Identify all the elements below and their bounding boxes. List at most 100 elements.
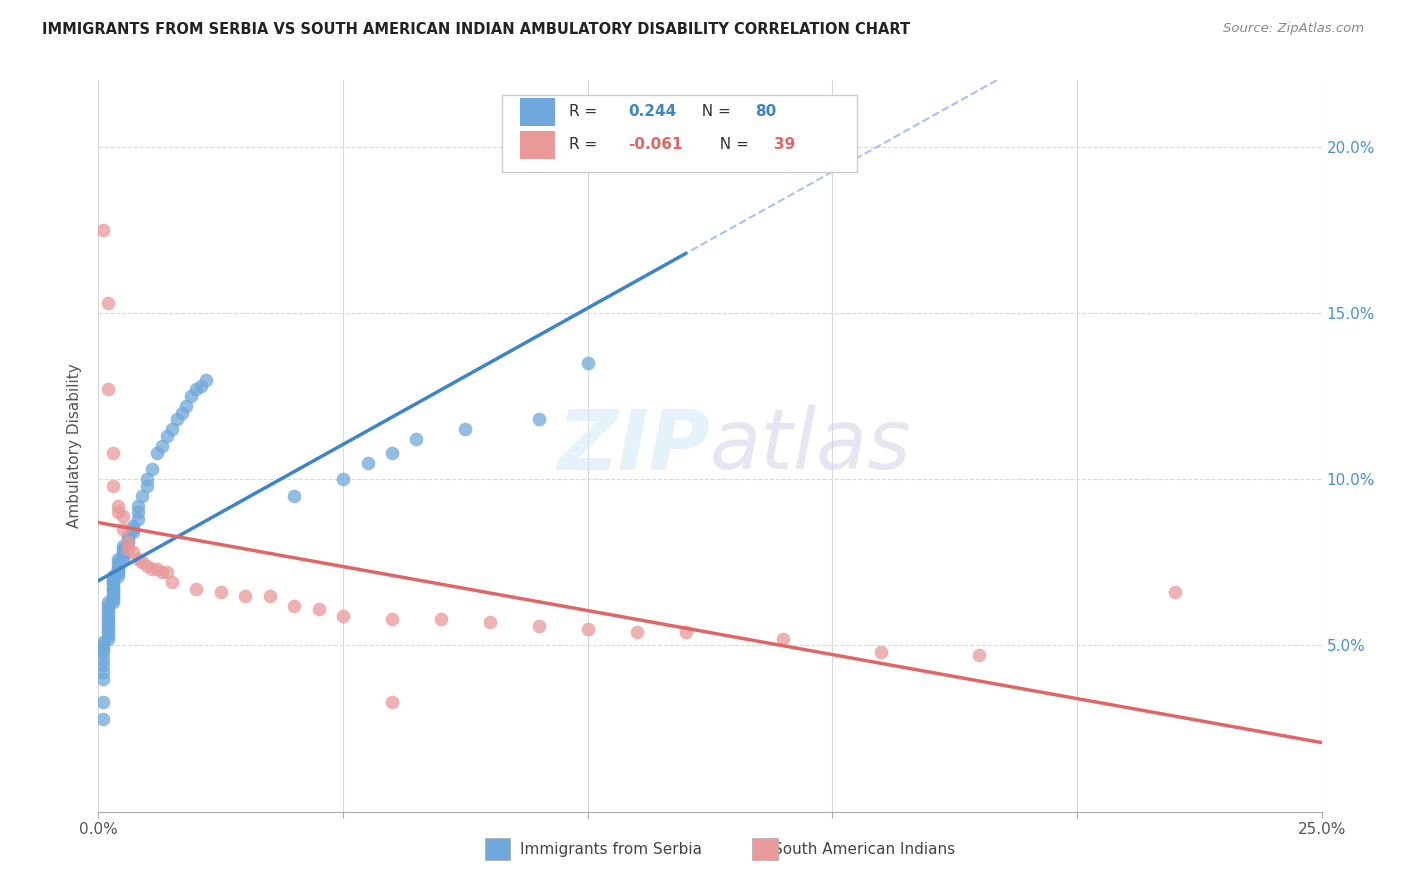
- Point: [97, 602, 120, 616]
- Point: [381, 445, 404, 459]
- Point: [166, 412, 188, 426]
- Point: [772, 632, 794, 646]
- Point: [91, 672, 114, 686]
- Point: [111, 549, 134, 563]
- Point: [131, 555, 153, 569]
- Point: [233, 589, 256, 603]
- Bar: [502, 95, 856, 171]
- Point: [127, 512, 149, 526]
- Point: [101, 579, 124, 593]
- Point: [111, 542, 134, 557]
- Point: [101, 595, 124, 609]
- Point: [1164, 585, 1187, 599]
- Point: [97, 632, 120, 646]
- Point: [101, 591, 124, 606]
- Point: [91, 639, 114, 653]
- Point: [111, 522, 134, 536]
- Text: South American Indians: South American Indians: [773, 842, 956, 856]
- Bar: [520, 98, 555, 126]
- Point: [111, 552, 134, 566]
- Point: [97, 622, 120, 636]
- Point: [186, 582, 208, 596]
- Point: [111, 539, 134, 553]
- Point: [91, 712, 114, 726]
- Point: [626, 625, 648, 640]
- Point: [180, 389, 202, 403]
- Text: 0.244: 0.244: [628, 104, 676, 120]
- Point: [308, 602, 330, 616]
- Point: [146, 562, 169, 576]
- Point: [141, 562, 163, 576]
- Point: [107, 562, 129, 576]
- Point: [381, 612, 404, 626]
- Point: [101, 582, 124, 596]
- Point: [97, 625, 120, 640]
- Point: [195, 372, 218, 386]
- Point: [127, 499, 149, 513]
- Point: [430, 612, 453, 626]
- Point: [91, 658, 114, 673]
- Point: [156, 566, 179, 580]
- Text: N =: N =: [692, 104, 735, 120]
- Point: [527, 618, 550, 632]
- Point: [97, 383, 120, 397]
- Point: [91, 223, 114, 237]
- Point: [97, 595, 120, 609]
- Point: [111, 508, 134, 523]
- Point: [91, 635, 114, 649]
- Point: [91, 641, 114, 656]
- Point: [136, 558, 159, 573]
- Text: 80: 80: [755, 104, 776, 120]
- Text: atlas: atlas: [710, 406, 911, 486]
- Point: [111, 545, 134, 559]
- Point: [117, 535, 139, 549]
- Point: [91, 695, 114, 709]
- Point: [101, 445, 124, 459]
- Point: [576, 622, 599, 636]
- Point: [127, 552, 149, 566]
- Point: [91, 645, 114, 659]
- Bar: [520, 131, 555, 159]
- Point: [97, 296, 120, 310]
- Point: [136, 479, 159, 493]
- Point: [870, 645, 893, 659]
- Point: [97, 599, 120, 613]
- Text: IMMIGRANTS FROM SERBIA VS SOUTH AMERICAN INDIAN AMBULATORY DISABILITY CORRELATIO: IMMIGRANTS FROM SERBIA VS SOUTH AMERICAN…: [42, 22, 910, 37]
- Point: [186, 383, 208, 397]
- Point: [117, 542, 139, 557]
- Point: [107, 558, 129, 573]
- Point: [97, 612, 120, 626]
- Point: [356, 456, 378, 470]
- Point: [107, 552, 129, 566]
- Text: 39: 39: [773, 137, 794, 153]
- Point: [190, 379, 212, 393]
- Point: [170, 406, 193, 420]
- Point: [101, 572, 124, 586]
- Point: [91, 665, 114, 679]
- Point: [332, 472, 354, 486]
- Point: [107, 506, 129, 520]
- Text: N =: N =: [710, 137, 754, 153]
- Point: [150, 566, 173, 580]
- Point: [97, 615, 120, 630]
- Point: [101, 575, 124, 590]
- Text: -0.061: -0.061: [628, 137, 682, 153]
- Point: [101, 585, 124, 599]
- Y-axis label: Ambulatory Disability: Ambulatory Disability: [67, 364, 83, 528]
- Point: [160, 422, 183, 436]
- Point: [283, 489, 305, 503]
- Point: [332, 608, 354, 623]
- Point: [107, 499, 129, 513]
- Point: [156, 429, 179, 443]
- Point: [101, 582, 124, 596]
- Point: [146, 445, 169, 459]
- Point: [527, 412, 550, 426]
- Point: [101, 568, 124, 582]
- Point: [97, 605, 120, 619]
- Point: [117, 535, 139, 549]
- Point: [101, 572, 124, 586]
- Point: [675, 625, 697, 640]
- Text: R =: R =: [569, 137, 603, 153]
- Point: [107, 568, 129, 582]
- Point: [101, 575, 124, 590]
